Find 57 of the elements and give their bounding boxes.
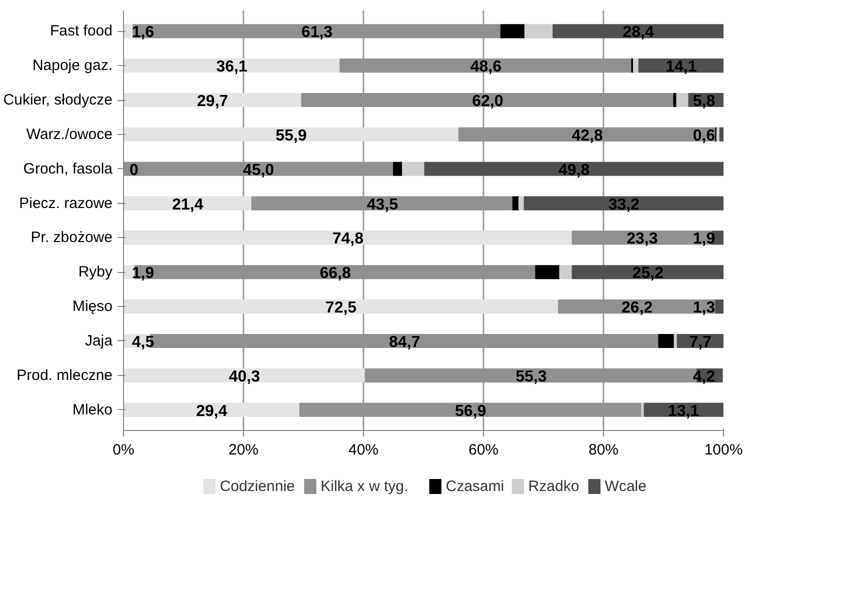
data-label: 21,4 xyxy=(172,196,204,214)
data-label: 29,7 xyxy=(197,93,228,110)
data-label: 40,3 xyxy=(228,368,260,386)
data-label: 45,0 xyxy=(242,162,274,179)
y-tick-label: Cukier, słodycze xyxy=(3,92,113,109)
y-tick-label: Pr. zbożowe xyxy=(30,229,113,246)
y-tick-label: Napoje gaz. xyxy=(32,57,113,74)
data-label: 84,7 xyxy=(389,334,420,351)
legend-label: Czasami xyxy=(446,478,504,495)
y-tick-label: Fast food xyxy=(50,22,113,40)
y-tick-label: Jaja xyxy=(84,332,114,350)
data-label: 42,8 xyxy=(572,127,603,144)
y-tick-label: Piecz. razowe xyxy=(19,194,113,212)
data-label: 36,1 xyxy=(216,58,248,76)
y-tick-label: Groch, fasola xyxy=(23,160,114,178)
data-label: 13,1 xyxy=(668,402,700,420)
legend-label: Codziennie xyxy=(220,478,295,495)
data-label: 0,6 xyxy=(692,127,716,144)
data-label: 14,1 xyxy=(666,58,697,76)
data-label: 48,6 xyxy=(470,58,502,76)
x-tick-label: 60% xyxy=(468,442,499,458)
data-label: 1,9 xyxy=(692,230,716,248)
data-label: 56,9 xyxy=(455,402,486,420)
data-label: 25,2 xyxy=(632,265,664,282)
x-tick-label: 0% xyxy=(112,442,134,458)
legend-label: Kilka x w tyg. xyxy=(320,478,408,495)
x-tick-label: 20% xyxy=(228,442,259,458)
data-label: 74,8 xyxy=(332,230,364,248)
data-label: 1,3 xyxy=(692,300,716,317)
data-label: 66,8 xyxy=(320,265,351,282)
data-label: 28,4 xyxy=(622,24,654,42)
data-label: 49,8 xyxy=(558,162,590,179)
data-label: 72,5 xyxy=(325,300,357,317)
y-tick-label: Mięso xyxy=(72,298,113,316)
data-label: 1,6 xyxy=(132,24,154,42)
data-label: 4,5 xyxy=(132,334,154,351)
data-label: 33,2 xyxy=(608,196,640,214)
y-tick-label: Prod. mleczne xyxy=(16,366,112,384)
x-tick-label: 80% xyxy=(588,442,619,458)
data-label: 55,9 xyxy=(276,127,307,144)
x-tick-label: 40% xyxy=(348,442,379,458)
data-label: 61,3 xyxy=(301,24,333,42)
data-label: 7,7 xyxy=(689,334,712,351)
legend-label: Rzadko xyxy=(528,478,580,495)
x-tick-label: 100% xyxy=(704,442,743,458)
data-label: 29,4 xyxy=(196,402,228,420)
y-tick-label: Warz./owoce xyxy=(26,126,113,143)
data-label: 0 xyxy=(130,162,139,179)
data-label: 62,0 xyxy=(472,93,504,110)
data-label: 26,2 xyxy=(622,300,653,317)
y-tick-label: Ryby xyxy=(78,264,113,281)
legend-label: Wcale xyxy=(604,478,646,495)
data-label: 23,3 xyxy=(626,230,658,248)
data-label: 43,5 xyxy=(366,196,398,214)
data-label: 55,3 xyxy=(516,368,547,386)
data-label: 5,8 xyxy=(692,93,716,110)
y-tick-label: Mleko xyxy=(72,401,113,418)
